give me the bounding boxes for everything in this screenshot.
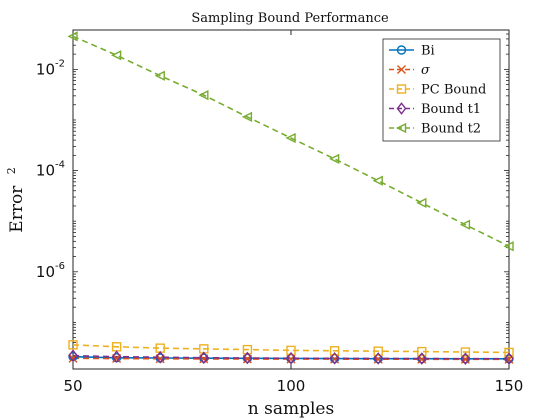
x-tick-label: 150 — [495, 377, 524, 395]
x-axis-label: n samples — [248, 399, 334, 419]
x-tick-label: 100 — [277, 377, 306, 395]
legend-label-pc-bound: PC Bound — [421, 83, 486, 98]
y-tick-label: 10-6 — [36, 261, 65, 281]
y-tick-label: 10-2 — [36, 58, 65, 78]
y-tick-labels: 10-2 10-4 10-6 — [36, 58, 65, 280]
chart-title: Sampling Bound Performance — [191, 11, 389, 26]
legend-label-bound-t1: Bound t1 — [421, 102, 481, 117]
legend-label-bound-t2: Bound t2 — [421, 122, 481, 137]
legend-label-bi: Bi — [421, 44, 435, 59]
legend: Bi σ PC Bound Bound t1 Bound t2 — [383, 39, 500, 141]
x-tick-label: 50 — [63, 377, 82, 395]
y-axis-label-group: Error 2 — [5, 167, 27, 232]
y-axis-label: Error — [7, 185, 27, 233]
svg-text:Error 2: Error 2 — [5, 167, 27, 232]
legend-label-sigma: σ — [421, 63, 431, 78]
x-tick-labels: 50 100 150 — [63, 377, 523, 395]
y-axis-label-sup: 2 — [5, 167, 18, 174]
y-tick-label: 10-4 — [36, 160, 65, 180]
